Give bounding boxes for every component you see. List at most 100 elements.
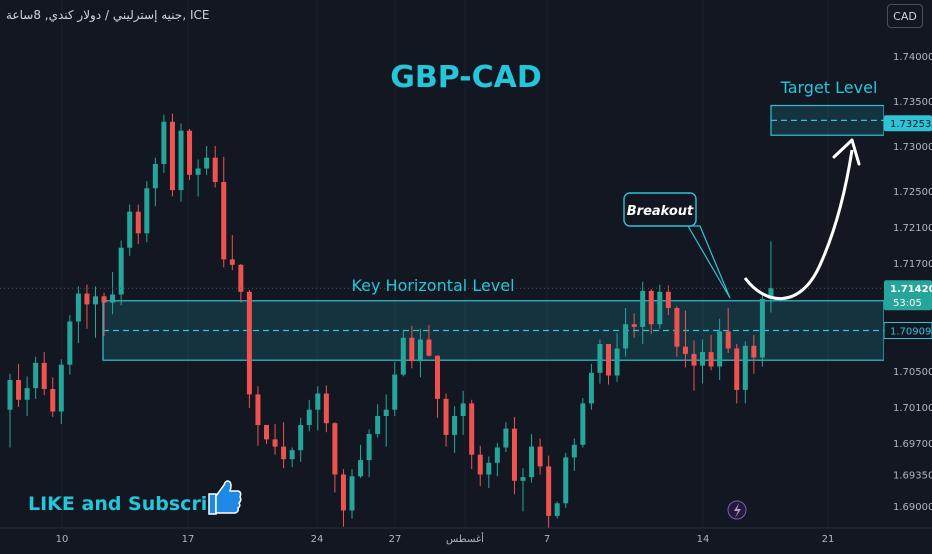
- candle-body-82: [708, 352, 714, 367]
- candle-body-30: [264, 425, 269, 440]
- key-level-label: Key Horizontal Level: [351, 276, 514, 295]
- candle-body-23: [204, 157, 210, 169]
- candle-body-64: [554, 503, 560, 516]
- countdown-label: 53:05: [893, 298, 922, 309]
- candle-body-70: [606, 344, 611, 376]
- candle-body-22: [195, 168, 201, 175]
- candle-body-29: [255, 394, 261, 425]
- y-tick-2: 1.73000: [893, 142, 932, 153]
- y-tick-1: 1.73500: [893, 97, 932, 108]
- candle-body-53: [460, 403, 466, 416]
- candle-body-21: [187, 130, 193, 175]
- lightning-icon-bolt: [734, 503, 741, 518]
- x-tick-1: 17: [182, 534, 195, 545]
- projected-path-arrow: [743, 149, 854, 301]
- candle-body-40: [349, 476, 355, 511]
- y-tick-6: 1.70500: [893, 367, 932, 378]
- candle-body-3: [33, 362, 39, 389]
- candle-body-47: [409, 337, 415, 362]
- last-price-label: 1.71420: [890, 284, 932, 295]
- candle-body-83: [717, 331, 723, 367]
- candle-body-51: [443, 398, 449, 435]
- candle-body-6: [58, 364, 64, 412]
- candle-body-7: [67, 321, 73, 365]
- breakout-callout-pointer: [686, 225, 731, 299]
- candle-body-8: [75, 293, 81, 322]
- y-tick-9: 1.69350: [893, 471, 932, 482]
- candle-body-88: [759, 299, 765, 358]
- candle-body-73: [631, 324, 637, 327]
- candle-body-62: [537, 446, 543, 467]
- candle-body-60: [520, 477, 526, 481]
- breakout-callout-box: [623, 192, 697, 227]
- candle-body-11: [101, 296, 107, 303]
- y-tick-7: 1.70100: [893, 403, 932, 414]
- y-tick-8: 1.69700: [893, 439, 932, 450]
- candle-body-52: [452, 416, 458, 435]
- candle-body-10: [93, 296, 98, 305]
- candle-body-79: [682, 346, 688, 354]
- candle-body-69: [597, 344, 603, 373]
- candle-body-4: [41, 362, 47, 389]
- thumbs-up-icon: [208, 480, 242, 515]
- candle-body-27: [238, 264, 244, 292]
- candle-body-56: [486, 462, 492, 475]
- candle-body-44: [383, 409, 389, 416]
- thumbs-up-hand: [215, 480, 242, 514]
- candle-body-65: [563, 457, 569, 504]
- x-tick-6: 14: [697, 534, 710, 545]
- candle-body-48: [417, 339, 423, 362]
- candle-body-72: [623, 324, 629, 349]
- candle-body-32: [281, 446, 287, 460]
- candle-body-5: [50, 389, 56, 412]
- y-tick-4: 1.72100: [893, 223, 932, 234]
- candle-body-57: [494, 447, 500, 463]
- x-tick-5: 7: [544, 534, 550, 545]
- last-price-tag: [884, 280, 932, 311]
- candle-body-78: [674, 308, 680, 347]
- candle-body-2: [24, 388, 30, 400]
- y-tick-5: 1.71700: [893, 259, 932, 270]
- candle-body-25: [221, 182, 227, 260]
- candle-body-20: [178, 130, 184, 191]
- candle-body-45: [392, 374, 398, 410]
- breakout-label: Breakout: [627, 204, 694, 219]
- candle-body-16: [144, 188, 150, 234]
- key-price-label: 1.70909: [890, 327, 931, 338]
- price-axis-bg: [884, 0, 932, 528]
- chart-title: GBP-CAD: [390, 60, 542, 95]
- currency-button[interactable]: CAD: [887, 4, 923, 28]
- candle-body-12: [110, 294, 116, 303]
- candle-body-84: [725, 331, 731, 349]
- projected-path-arrowhead: [832, 138, 861, 166]
- candle-body-17: [152, 164, 158, 189]
- y-tick-0: 1.74000: [893, 52, 932, 63]
- candle-body-41: [358, 460, 364, 477]
- candle-body-9: [84, 293, 90, 305]
- candle-body-28: [246, 291, 252, 395]
- candle-body-87: [751, 345, 757, 358]
- candle-body-34: [298, 425, 304, 451]
- candle-body-85: [734, 348, 740, 390]
- candle-body-61: [529, 446, 535, 478]
- y-tick-3: 1.72500: [893, 187, 932, 198]
- candle-body-46: [400, 337, 406, 375]
- candle-body-1: [16, 380, 22, 400]
- candle-body-26: [229, 259, 235, 265]
- candle-body-39: [340, 474, 346, 511]
- candle-body-59: [511, 428, 517, 481]
- x-tick-4: أغسطس: [446, 532, 484, 545]
- candle-body-14: [127, 211, 133, 248]
- candle-body-80: [691, 353, 697, 366]
- candle-body-68: [588, 372, 594, 404]
- candle-body-49: [426, 339, 432, 356]
- candle-body-75: [648, 290, 654, 325]
- candle-body-50: [435, 355, 440, 399]
- candle-body-77: [665, 291, 671, 308]
- candle-body-35: [306, 409, 312, 425]
- candle-body-55: [477, 454, 483, 475]
- subscribe-text: LIKE and Subscribe: [28, 493, 234, 515]
- x-tick-0: 10: [56, 534, 69, 545]
